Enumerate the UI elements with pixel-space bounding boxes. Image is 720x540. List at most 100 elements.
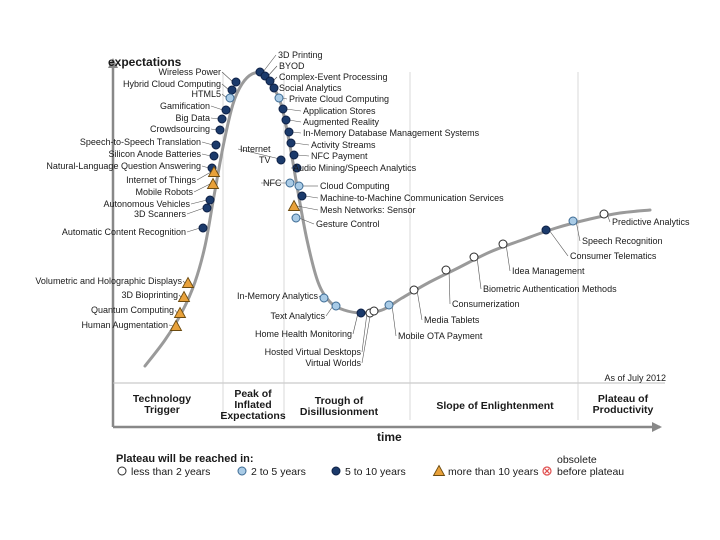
label-human-augmentation: Human Augmentation xyxy=(81,320,168,330)
marker-hybrid-cloud-computing xyxy=(227,85,237,95)
label-volumetric-and-holographic-displays: Volumetric and Holographic Displays xyxy=(35,276,182,286)
marker-quantum-computing xyxy=(173,306,187,318)
marker-application-stores xyxy=(278,104,288,114)
marker-internet-of-things xyxy=(207,165,221,177)
label-audio-mining-speech-analytics: Audio Mining/Speech Analytics xyxy=(293,163,417,173)
marker-mobile-ota-payment xyxy=(384,300,394,310)
phase-slope-of-enlightenment: Slope of Enlightenment xyxy=(436,400,554,412)
label-in-memory-analytics: In-Memory Analytics xyxy=(237,291,319,301)
leader-media-tablets xyxy=(416,289,423,321)
leader-wireless-power xyxy=(221,71,234,83)
label-speech-to-speech-translation: Speech-to-Speech Translation xyxy=(80,137,201,147)
marker-complex-event-processing xyxy=(265,76,275,86)
legend-label-2to5: 2 to 5 years xyxy=(251,466,306,478)
label-private-cloud-computing: Private Cloud Computing xyxy=(289,94,389,104)
legend-marker-gt10 xyxy=(432,464,446,476)
label-3d-bioprinting: 3D Bioprinting xyxy=(121,290,178,300)
label-predictive-analytics: Predictive Analytics xyxy=(612,217,690,227)
marker-volumetric-and-holographic-displays xyxy=(181,276,195,288)
marker-autonomous-vehicles xyxy=(205,195,215,205)
label-virtual-worlds: Virtual Worlds xyxy=(305,358,361,368)
leader-hosted-virtual-desktops xyxy=(361,312,368,353)
as-of-date: As of July 2012 xyxy=(604,373,666,383)
marker-biometric-authentication-methods xyxy=(469,252,479,262)
marker-nfc xyxy=(285,178,295,188)
leader-consumer-telematics xyxy=(548,229,569,257)
marker-home-health-monitoring xyxy=(356,308,366,318)
legend-label-5to10: 5 to 10 years xyxy=(345,466,406,478)
leader-activity-streams xyxy=(293,142,310,146)
marker-nfc-payment xyxy=(289,150,299,160)
marker-social-analytics xyxy=(269,83,279,93)
label-byod: BYOD xyxy=(279,61,305,71)
leader-human-augmentation xyxy=(168,324,174,327)
leader-quantum-computing xyxy=(174,309,178,314)
label-nfc-payment: NFC Payment xyxy=(311,151,368,161)
legend-marker-5to10 xyxy=(331,466,341,476)
phase-trough-of-disillusionment: Trough of Disillusionment xyxy=(300,395,379,418)
marker-big-data xyxy=(217,114,227,124)
label-mesh-networks-sensor: Mesh Networks: Sensor xyxy=(320,205,416,215)
label-machine-to-machine-communication-services: Machine-to-Machine Communication Service… xyxy=(320,193,504,203)
label-quantum-computing: Quantum Computing xyxy=(91,305,174,315)
label-augmented-reality: Augmented Reality xyxy=(303,117,380,127)
legend-marker-2to5 xyxy=(237,466,247,476)
marker-augmented-reality xyxy=(281,115,291,125)
leader-internet-of-things xyxy=(196,171,212,181)
marker-text-analytics xyxy=(331,301,341,311)
legend-label-lt2: less than 2 years xyxy=(131,466,210,478)
leader-3d-printing xyxy=(262,54,277,73)
leader-mesh-networks-sensor xyxy=(296,205,319,211)
marker-html5 xyxy=(225,93,235,103)
label-3d-scanners: 3D Scanners xyxy=(134,209,187,219)
label-consumer-telematics: Consumer Telematics xyxy=(570,251,657,261)
label-big-data: Big Data xyxy=(175,113,210,123)
leader-autonomous-vehicles xyxy=(190,199,208,205)
legend-label-obsolete: obsolete before plateau xyxy=(557,454,624,478)
leader-gamification xyxy=(210,105,224,111)
marker-human-augmentation xyxy=(169,319,183,331)
x-axis-label: time xyxy=(377,430,402,444)
leader-speech-recognition xyxy=(575,220,581,242)
leader-speech-to-speech-translation xyxy=(201,141,214,146)
leader-application-stores xyxy=(285,108,302,112)
legend-label-gt10: more than 10 years xyxy=(448,466,538,478)
marker-wireless-power xyxy=(231,77,241,87)
label-in-memory-database-management-systems: In-Memory Database Management Systems xyxy=(303,128,480,138)
label-nfc: NFC xyxy=(263,178,282,188)
label-gamification: Gamification xyxy=(160,101,210,111)
marker-crowdsourcing xyxy=(215,125,225,135)
marker-predictive-analytics xyxy=(599,209,609,219)
marker-3d-bioprinting xyxy=(177,290,191,302)
marker-gamification xyxy=(221,105,231,115)
leader-virtual-worlds xyxy=(361,310,372,364)
marker-3d-scanners xyxy=(202,203,212,213)
marker-gesture-control xyxy=(291,213,301,223)
legend-marker-obsolete xyxy=(542,466,552,476)
label-hybrid-cloud-computing: Hybrid Cloud Computing xyxy=(123,79,221,89)
leader-3d-scanners xyxy=(186,207,205,215)
leader-augmented-reality xyxy=(288,119,302,123)
marker-virtual-worlds xyxy=(369,306,379,316)
marker-activity-streams xyxy=(286,138,296,148)
label-3d-printing: 3D Printing xyxy=(278,50,323,60)
label-application-stores: Application Stores xyxy=(303,106,376,116)
leader-idea-management xyxy=(505,243,511,272)
marker-audio-mining-speech-analytics xyxy=(292,163,302,173)
label-social-analytics: Social Analytics xyxy=(279,83,342,93)
label-cloud-computing: Cloud Computing xyxy=(320,181,390,191)
marker-mobile-robots xyxy=(206,177,220,189)
label-idea-management: Idea Management xyxy=(512,266,585,276)
label-gesture-control: Gesture Control xyxy=(316,219,380,229)
label-autonomous-vehicles: Autonomous Vehicles xyxy=(103,199,190,209)
leader-in-memory-database-management-systems xyxy=(291,131,302,134)
marker-internet-tv xyxy=(276,155,286,165)
marker-cloud-computing xyxy=(294,181,304,191)
label-speech-recognition: Speech Recognition xyxy=(582,236,663,246)
label-media-tablets: Media Tablets xyxy=(424,315,480,325)
marker-speech-to-speech-translation xyxy=(211,140,221,150)
label-complex-event-processing: Complex-Event Processing xyxy=(279,72,388,82)
marker-private-cloud-computing xyxy=(274,93,284,103)
label-biometric-authentication-methods: Biometric Authentication Methods xyxy=(483,284,617,294)
